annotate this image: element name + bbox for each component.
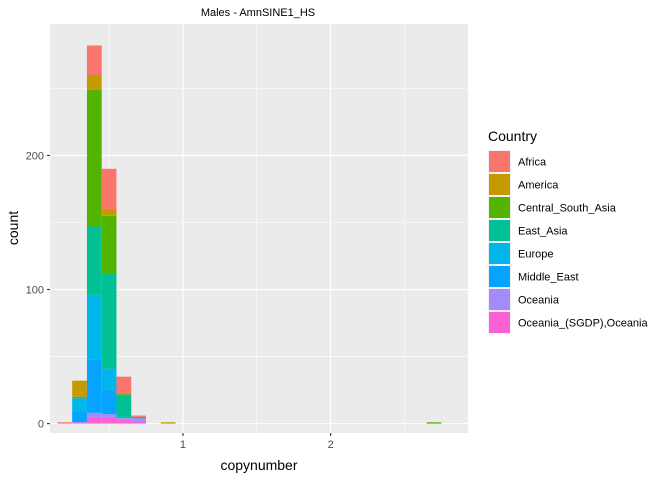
legend-key-oceania-swatch [489,289,510,310]
legend-label: Central_South_Asia [518,203,617,215]
bar-segment-central-south-asia [72,396,87,399]
bar-segment-africa [101,168,117,210]
bar-segment-america [160,422,176,424]
legend-key-east-asia-swatch [489,220,510,241]
x-tick-label: 2 [328,439,334,451]
bar-segment-central-south-asia [116,394,132,396]
bar-segment-oceania [86,412,102,417]
bar-segment-africa [131,415,147,417]
bar-segment-europe [101,368,117,391]
major-gridlines [50,24,468,433]
bar-segment-oceania [101,414,117,417]
y-tick-label: 200 [26,150,44,162]
bar-segment-europe [72,398,87,412]
y-axis-title: count [5,211,21,245]
y-tick-label: 0 [38,419,44,431]
bar-segment-oceania [131,418,147,421]
bar-segment-oceania-sgdp-oceania [131,420,147,424]
bar-segment-europe [116,416,132,419]
legend-label: Oceania [518,295,560,307]
bar-segment-oceania-sgdp-oceania [116,419,132,424]
legend-label: Middle_East [518,272,579,284]
legend: Country Africa America Central_South_Asia E… [488,128,648,334]
bar-segment-oceania-sgdp-oceania [86,416,102,424]
x-axis-title: copynumber [220,457,297,473]
bar-segment-east-asia [131,416,147,419]
y-tick-label: 100 [26,285,44,297]
x-tick-label: 1 [180,439,186,451]
bars-layer [57,45,442,424]
legend-key-middle-east-swatch [489,266,510,287]
bar-segment-oceania [116,418,132,420]
legend-label: East_Asia [518,226,568,238]
legend-label: Europe [518,249,553,261]
plot-panel [50,24,468,433]
bar-segment-oceania-sgdp-oceania [101,416,117,424]
bar-segment-central-south-asia [101,215,117,274]
bar-segment-central-south-asia [426,422,442,424]
bar-segment-middle-east [72,411,87,423]
bar-segment-middle-east [86,359,102,413]
chart-title: Males - AmnSINE1_HS [201,7,315,19]
legend-title: Country [488,128,537,144]
bar-segment-central-south-asia [86,89,102,227]
bar-segment-america [101,209,117,216]
bar-segment-east-asia [116,395,132,417]
bar-segment-middle-east [101,390,117,415]
legend-label: Africa [518,157,547,169]
bar-segment-europe [86,294,102,360]
legend-key-central-south-asia-swatch [489,197,510,218]
legend-key-america-swatch [489,174,510,195]
bar-segment-east-asia [101,273,117,369]
bar-segment-america [86,74,102,90]
bar-segment-africa [86,45,102,75]
bar-segment-africa [116,376,132,395]
bar-segment-east-asia [86,226,102,295]
legend-key-europe-swatch [489,243,510,264]
legend-label: America [518,180,559,192]
bar-segment-america [72,380,87,397]
legend-label: Oceania_(SGDP),Oceania [518,318,648,330]
y-axis: 0 100 200 [26,150,50,431]
legend-key-oceania-sgdp-oceania-swatch [489,312,510,333]
bar-segment-africa [57,422,73,424]
legend-key-africa-swatch [489,151,510,172]
bar-segment-oceania-sgdp-oceania [72,422,87,424]
